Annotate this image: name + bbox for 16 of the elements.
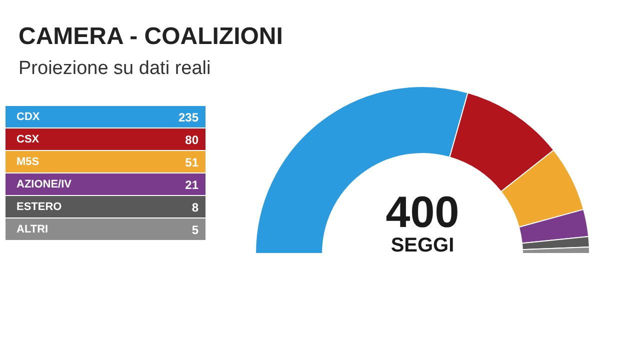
legend-label: AZIONE/IV: [16, 178, 72, 190]
data-label: 8: [192, 200, 199, 214]
chart-title: CAMERA - COALIZIONI: [18, 23, 283, 50]
legend-label: M5S: [16, 156, 40, 168]
legend-label: ESTERO: [16, 200, 62, 213]
data-label: 21: [185, 178, 199, 192]
data-label: 51: [185, 155, 199, 170]
legend-label: CSX: [16, 133, 40, 146]
data-label: 5: [192, 222, 199, 237]
legend-label: ALTRI: [16, 223, 48, 236]
data-label: 80: [185, 132, 199, 147]
text: SEGGI: [390, 234, 454, 256]
text: 400: [386, 188, 460, 237]
data-label: 235: [178, 110, 199, 124]
legend-label: CDX: [16, 110, 40, 123]
chart-subtitle: Proiezione su dati reali: [18, 58, 211, 79]
